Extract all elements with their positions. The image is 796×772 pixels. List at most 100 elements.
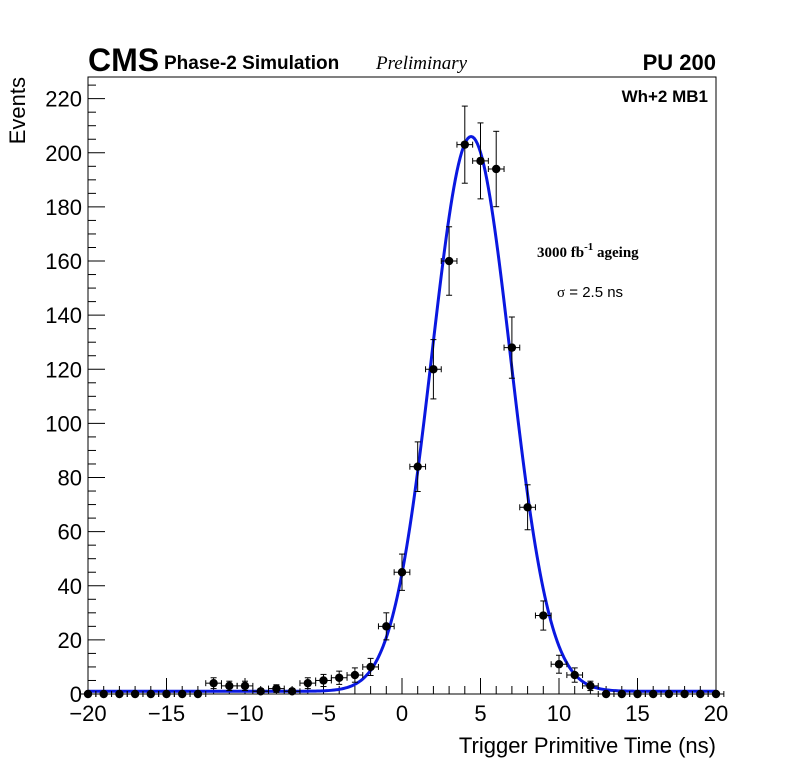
y-tick-label: 20: [58, 628, 82, 653]
data-marker: [397, 568, 407, 577]
ageing-prefix: 3000 fb: [537, 245, 584, 261]
data-point: [252, 687, 270, 696]
ageing-suffix: ageing: [593, 245, 639, 261]
x-tick-label: −15: [148, 701, 185, 726]
data-marker: [476, 156, 485, 166]
y-axis-title: Events: [5, 77, 30, 144]
data-marker: [287, 687, 297, 696]
preliminary-label: Preliminary: [375, 53, 468, 74]
data-marker: [696, 689, 705, 699]
data-point: [566, 667, 584, 683]
data-point: [503, 316, 521, 379]
axis-ticks: [87, 84, 717, 695]
data-point: [550, 654, 568, 674]
pileup-label: PU 200: [643, 50, 716, 75]
data-point: [456, 105, 474, 184]
data-point: [362, 657, 379, 676]
data-point: [205, 677, 222, 690]
y-tick-label: 220: [45, 87, 82, 112]
data-marker: [413, 462, 422, 471]
data-point: [707, 689, 725, 699]
data-point: [377, 612, 395, 641]
data-marker: [350, 670, 360, 680]
data-point: [142, 689, 160, 699]
data-marker: [711, 689, 721, 699]
data-marker: [178, 689, 187, 699]
data-marker: [680, 689, 689, 699]
sigma-label: σ = 2.5 ns: [557, 284, 623, 301]
data-marker: [444, 256, 454, 266]
data-point: [582, 680, 599, 692]
phase2-simulation-label: Phase-2 Simulation: [164, 53, 339, 74]
data-marker: [492, 164, 501, 174]
data-point: [236, 680, 254, 692]
data-marker: [366, 662, 375, 672]
data-marker: [162, 689, 171, 699]
data-point: [409, 441, 427, 492]
data-marker: [209, 678, 218, 688]
data-marker: [335, 673, 344, 682]
sigma-symbol: σ: [557, 285, 565, 301]
data-marker: [601, 689, 611, 699]
data-point: [519, 484, 536, 531]
y-tick-label: 60: [58, 520, 82, 545]
data-points-layer: [79, 105, 725, 699]
data-marker: [586, 681, 595, 691]
x-tick-label: 10: [547, 701, 571, 726]
data-point: [220, 680, 238, 692]
data-point: [283, 687, 301, 696]
data-point: [425, 339, 442, 400]
data-marker: [319, 676, 328, 685]
y-tick-label: 80: [58, 466, 82, 491]
y-tick-label: 140: [45, 303, 82, 328]
data-marker: [664, 689, 674, 699]
x-tick-label: −5: [311, 701, 336, 726]
ageing-exponent: -1: [584, 241, 593, 253]
data-marker: [554, 660, 564, 669]
data-point: [440, 226, 458, 296]
data-marker: [83, 689, 93, 699]
y-tick-label: 180: [45, 195, 82, 220]
axis-tick-labels: −20 −15 −10 −5 0 5 10 15 20020406080100120140160…: [45, 87, 728, 726]
data-point: [268, 684, 285, 693]
x-axis-title: Trigger Primitive Time (ns): [459, 733, 716, 758]
y-tick-label: 100: [45, 411, 82, 436]
data-marker: [429, 365, 438, 374]
data-point: [393, 553, 411, 591]
cms-logo-text: CMS: [88, 42, 159, 78]
x-tick-label: 15: [625, 701, 649, 726]
x-tick-label: −20: [69, 701, 106, 726]
data-marker: [617, 689, 626, 699]
fit-layer: [88, 134, 716, 693]
y-tick-label: 40: [58, 574, 82, 599]
data-point: [315, 673, 332, 688]
x-tick-label: 0: [396, 701, 408, 726]
data-marker: [240, 681, 250, 691]
y-tick-label: 0: [70, 682, 82, 707]
data-marker: [570, 670, 579, 680]
data-marker: [382, 622, 391, 631]
data-point: [189, 689, 207, 699]
data-marker: [507, 343, 517, 352]
gaussian-fit-curve: [88, 134, 716, 693]
ageing-label: 3000 fb-1 ageing: [537, 241, 639, 261]
y-tick-label: 160: [45, 249, 82, 274]
data-marker: [303, 678, 312, 688]
data-marker: [633, 689, 642, 699]
data-marker: [460, 140, 469, 149]
data-marker: [99, 689, 108, 699]
data-point: [534, 600, 552, 631]
data-marker: [256, 687, 265, 696]
data-point: [346, 667, 364, 683]
data-point: [330, 670, 348, 685]
data-point: [299, 677, 317, 690]
data-marker: [649, 689, 658, 699]
data-marker: [225, 681, 234, 691]
data-marker: [272, 684, 281, 693]
data-marker: [130, 689, 140, 699]
data-point: [597, 689, 615, 699]
x-tick-label: 20: [704, 701, 728, 726]
data-point: [472, 122, 489, 200]
data-marker: [523, 503, 532, 512]
